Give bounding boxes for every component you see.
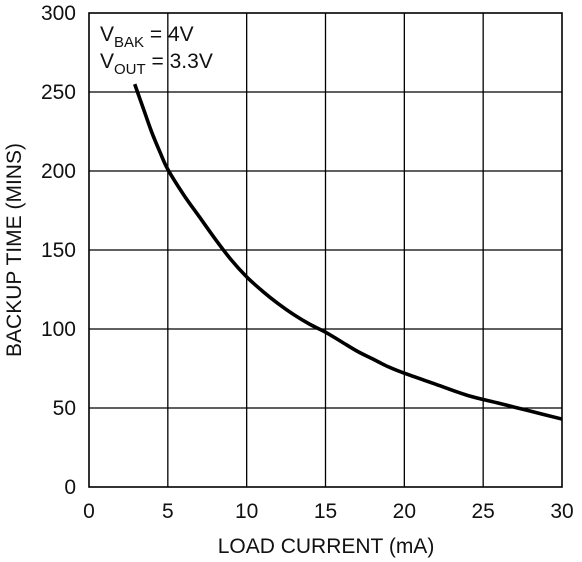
annotation-vbak-main: V bbox=[100, 23, 114, 46]
y-tick-label-2: 100 bbox=[41, 318, 76, 341]
series-line-0 bbox=[133, 83, 563, 421]
plot-border bbox=[88, 12, 563, 488]
y-axis-label: BACKUP TIME (MINS) bbox=[3, 143, 26, 357]
annotation-block: VBAK = 4V VOUT = 3.3V bbox=[100, 23, 213, 78]
plot-frame bbox=[88, 12, 563, 488]
annotation-vbak-rest: = 4V bbox=[144, 23, 194, 46]
x-tick-label-3: 15 bbox=[314, 500, 337, 523]
annotation-vbak: VBAK = 4V bbox=[100, 23, 194, 51]
x-tick-label-0: 0 bbox=[83, 500, 95, 523]
y-tick-label-4: 200 bbox=[41, 160, 76, 183]
annotation-vout: VOUT = 3.3V bbox=[100, 50, 213, 78]
annotation-vbak-sub: BAK bbox=[114, 34, 144, 51]
y-tick-label-6: 300 bbox=[41, 2, 76, 25]
x-tick-label-2: 10 bbox=[235, 500, 258, 523]
x-tick-label-4: 20 bbox=[393, 500, 416, 523]
y-tick-label-3: 150 bbox=[41, 239, 76, 262]
series-layer bbox=[133, 83, 563, 421]
annotation-vout-rest: = 3.3V bbox=[146, 50, 213, 73]
annotation-vout-sub: OUT bbox=[114, 61, 146, 78]
x-tick-label-1: 5 bbox=[162, 500, 174, 523]
y-tick-label-1: 50 bbox=[53, 397, 76, 420]
x-axis-label: LOAD CURRENT (mA) bbox=[218, 535, 435, 558]
x-tick-labels: 0 5 10 15 20 25 30 bbox=[83, 500, 574, 523]
x-tick-label-5: 25 bbox=[471, 500, 494, 523]
y-tick-label-0: 0 bbox=[64, 476, 76, 499]
x-tick-label-6: 30 bbox=[550, 500, 573, 523]
y-tick-labels: 0 50 100 150 200 250 300 bbox=[41, 2, 76, 499]
y-tick-label-5: 250 bbox=[41, 81, 76, 104]
annotation-vout-main: V bbox=[100, 50, 114, 73]
grid-layer bbox=[89, 13, 562, 487]
